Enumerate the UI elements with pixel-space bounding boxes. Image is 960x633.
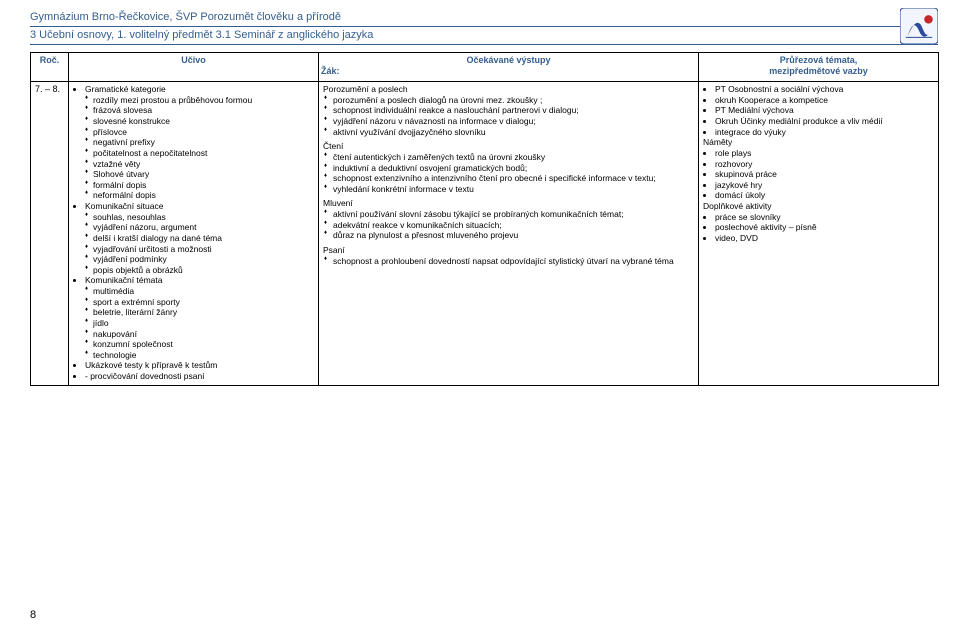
ucivo-subitem: formální dopis [93,180,314,191]
ucivo-item: - procvičování dovednosti psaní [85,371,314,382]
vystupy-item: induktivní a deduktivní osvojení gramati… [333,163,694,174]
ucivo-item: Ukázkové testy k přípravě k testům [85,360,314,371]
vystupy-heading: Mluvení [323,198,694,209]
cross-namety-item: domácí úkoly [715,190,934,201]
header-line1: Gymnázium Brno-Řečkovice, ŠVP Porozumět … [30,10,938,27]
cross-namety-item: jazykové hry [715,180,934,191]
vystupy-item: adekvátní reakce v komunikačních situací… [333,220,694,231]
col-vystupy-header: Očekávané výstupy Žák: [319,52,699,82]
col-prurezova-sub: mezipředmětové vazby [769,66,868,76]
vystupy-item: důraz na plynulost a přesnost mluveného … [333,230,694,241]
vystupy-heading: Psaní [323,245,694,256]
cross-item: Okruh Účinky mediální produkce a vliv mé… [715,116,934,127]
ucivo-subitem: vyjádření podmínky [93,254,314,265]
header-line2: 3 Učební osnovy, 1. volitelný předmět 3.… [30,28,938,45]
vystupy-section: Psaníschopnost a prohloubení dovedností … [323,245,694,266]
cross-namety-item: rozhovory [715,159,934,170]
prurezova-cell: PT Osobnostní a sociální výchovaokruh Ko… [699,82,939,386]
dopln-heading: Doplňkové aktivity [703,201,934,212]
curriculum-table: Roč. Učivo Očekávané výstupy Žák: Průřez… [30,52,939,386]
ucivo-subitem: souhlas, nesouhlas [93,212,314,223]
ucivo-subitem: vyjádření názoru, argument [93,222,314,233]
ucivo-subitem: slovesné konstrukce [93,116,314,127]
ucivo-subitem: počitatelnost a nepočitatelnost [93,148,314,159]
ucivo-item: Gramatické kategorierozdíly mezi prostou… [85,84,314,201]
logo-icon [900,8,938,44]
vystupy-section: Mluveníaktivní používání slovní zásobu t… [323,198,694,241]
ucivo-subitem: delší i kratší dialogy na dané téma [93,233,314,244]
ucivo-subitem: rozdíly mezi prostou a průběhovou formou [93,95,314,106]
ucivo-subitem: frázová slovesa [93,105,314,116]
cross-item: PT Osobnostní a sociální výchova [715,84,934,95]
vystupy-section: Porozumění a poslechporozumění a poslech… [323,84,694,137]
page-number: 8 [30,609,36,621]
ucivo-item: Komunikační situacesouhlas, nesouhlasvyj… [85,201,314,275]
cross-item: integrace do výuky [715,127,934,138]
ucivo-cell: Gramatické kategorierozdíly mezi prostou… [69,82,319,386]
col-roc-header: Roč. [31,52,69,82]
namety-heading: Náměty [703,137,934,148]
ucivo-subitem: Slohové útvary [93,169,314,180]
ucivo-subitem: technologie [93,350,314,361]
vystupy-heading: Porozumění a poslech [323,84,694,95]
ucivo-subitem: jídlo [93,318,314,329]
document-header: Gymnázium Brno-Řečkovice, ŠVP Porozumět … [30,10,938,46]
cross-dopln-item: práce se slovníky [715,212,934,223]
vystupy-item: čtení autentických i zaměřených textů na… [333,152,694,163]
cross-item: okruh Kooperace a kompetice [715,95,934,106]
cross-dopln-item: poslechové aktivity – písně [715,222,934,233]
vystupy-cell: Porozumění a poslechporozumění a poslech… [319,82,699,386]
ucivo-subitem: příslovce [93,127,314,138]
vystupy-item: aktivní používání slovní zásobu týkající… [333,209,694,220]
vystupy-heading: Čtení [323,141,694,152]
col-vystupy-sub: Žák: [321,66,340,77]
roc-cell: 7. – 8. [31,82,69,386]
ucivo-subitem: neformální dopis [93,190,314,201]
ucivo-subitem: vztažné věty [93,159,314,170]
ucivo-subitem: vyjadřování určitosti a možnosti [93,244,314,255]
cross-namety-item: role plays [715,148,934,159]
vystupy-section: Čteníčtení autentických i zaměřených tex… [323,141,694,194]
cross-dopln-item: video, DVD [715,233,934,244]
col-prurezova-top: Průřezová témata, [780,55,858,65]
ucivo-subitem: nakupování [93,329,314,340]
ucivo-item: Komunikační tématamultimédiasport a extr… [85,275,314,360]
vystupy-item: aktivní využívání dvojjazyčného slovníku [333,127,694,138]
vystupy-item: vyhledání konkrétní informace v textu [333,184,694,195]
ucivo-subitem: beletrie, literární žánry [93,307,314,318]
col-prurezova-header: Průřezová témata, mezipředmětové vazby [699,52,939,82]
ucivo-subitem: popis objektů a obrázků [93,265,314,276]
vystupy-item: schopnost individuální reakce a naslouch… [333,105,694,116]
cross-item: PT Mediální výchova [715,105,934,116]
ucivo-subitem: konzumní společnost [93,339,314,350]
vystupy-item: porozumění a poslech dialogů na úrovni m… [333,95,694,106]
ucivo-subitem: multimédia [93,286,314,297]
cross-namety-item: skupinová práce [715,169,934,180]
vystupy-item: schopnost extenzivního a intenzivního čt… [333,173,694,184]
ucivo-subitem: sport a extrémní sporty [93,297,314,308]
ucivo-subitem: negativní prefixy [93,137,314,148]
vystupy-item: schopnost a prohloubení dovedností napsa… [333,256,694,267]
vystupy-item: vyjádření názoru v návaznosti na informa… [333,116,694,127]
col-ucivo-header: Učivo [69,52,319,82]
col-vystupy-top: Očekávané výstupy [466,55,550,65]
